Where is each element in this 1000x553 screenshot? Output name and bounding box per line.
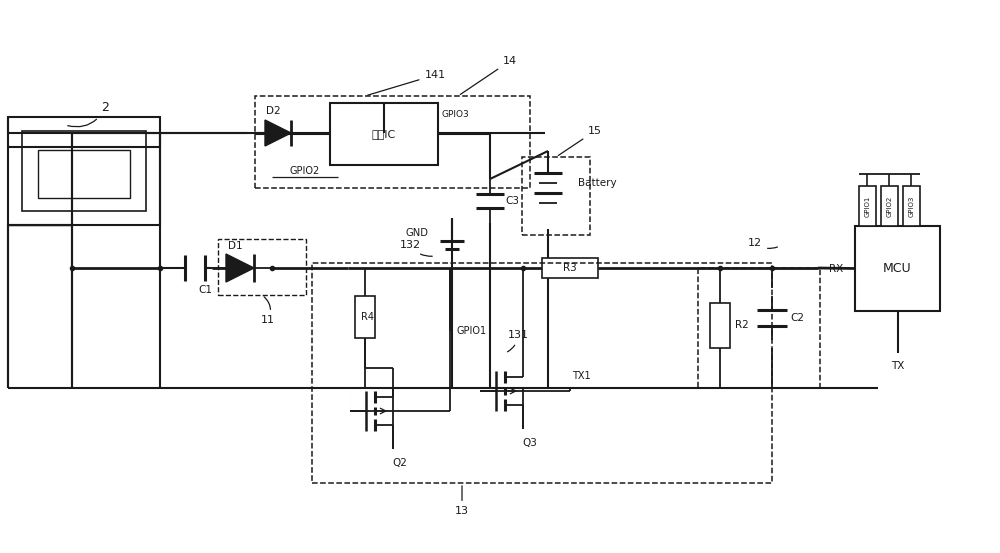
Text: 12: 12	[748, 238, 777, 248]
Text: D2: D2	[266, 106, 280, 116]
Bar	[218, 239, 306, 295]
Text: 充电IC: 充电IC	[372, 129, 396, 139]
Text: GND: GND	[406, 228, 428, 238]
Text: 11: 11	[261, 297, 275, 325]
Text: 141: 141	[368, 70, 446, 95]
Text: TX1: TX1	[572, 371, 591, 381]
Text: GPIO1: GPIO1	[457, 326, 487, 336]
Bar	[330, 103, 438, 165]
Text: Q3: Q3	[523, 438, 537, 448]
Bar	[22, 131, 146, 211]
Bar	[881, 186, 898, 226]
Text: Battery: Battery	[578, 178, 617, 188]
Text: TX: TX	[891, 361, 904, 371]
Text: D1: D1	[228, 241, 242, 251]
Bar	[522, 157, 590, 235]
Text: GPIO3: GPIO3	[441, 111, 469, 119]
Bar	[859, 186, 876, 226]
Bar	[710, 303, 730, 348]
Text: MCU: MCU	[883, 262, 912, 275]
Bar	[698, 268, 820, 388]
Bar	[355, 296, 375, 338]
Text: C1: C1	[198, 285, 212, 295]
Polygon shape	[226, 254, 254, 282]
Text: R2: R2	[735, 320, 749, 330]
Text: R3: R3	[563, 263, 577, 273]
Bar	[312, 263, 772, 483]
Bar	[542, 258, 598, 278]
Text: 13: 13	[455, 486, 469, 516]
Bar	[903, 186, 920, 226]
Text: R4: R4	[360, 312, 374, 322]
Bar	[255, 96, 530, 188]
Text: 14: 14	[460, 56, 517, 95]
Bar	[8, 117, 160, 225]
Text: C2: C2	[790, 313, 804, 323]
Text: Q2: Q2	[393, 458, 407, 468]
Text: C3: C3	[505, 196, 519, 206]
Bar	[855, 226, 940, 311]
Text: GPIO1: GPIO1	[865, 195, 871, 217]
Text: GPIO2: GPIO2	[887, 195, 893, 217]
Text: GPIO3: GPIO3	[909, 195, 915, 217]
Polygon shape	[265, 120, 291, 146]
Text: 131: 131	[507, 330, 528, 352]
Text: 2: 2	[68, 102, 109, 127]
Text: RX: RX	[829, 263, 843, 274]
Text: 15: 15	[558, 126, 602, 155]
Bar	[38, 150, 130, 198]
Text: GPIO2: GPIO2	[290, 166, 320, 176]
Text: 132: 132	[399, 240, 432, 256]
